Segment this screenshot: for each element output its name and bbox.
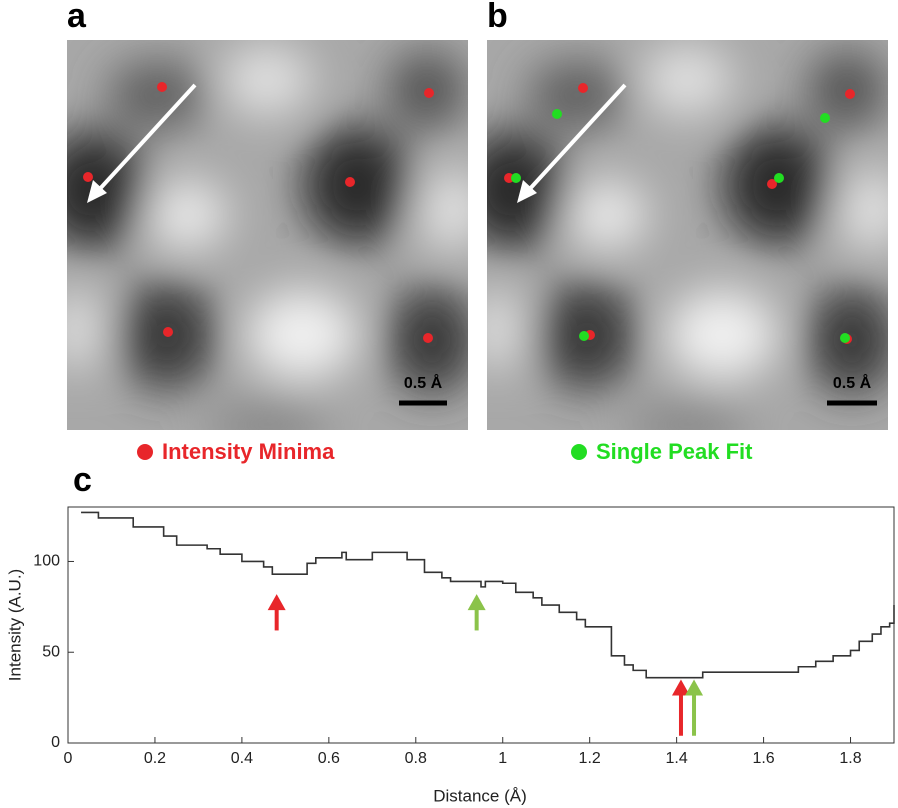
x-tick-label: 0.6	[318, 750, 340, 767]
legend-marker	[571, 444, 587, 460]
image-b: 0.5 Å	[457, 40, 898, 450]
y-tick-label: 0	[51, 734, 60, 751]
scale-bar-label: 0.5 Å	[833, 373, 872, 392]
arrow-head	[467, 594, 486, 611]
x-tick-label: 0.8	[405, 750, 427, 767]
arrow-head	[267, 594, 286, 611]
x-tick-label: 1.8	[839, 750, 861, 767]
arrow	[467, 594, 486, 631]
y-tick-label: 50	[42, 643, 60, 660]
data-line	[81, 511, 895, 679]
image-a: 0.5 Å	[37, 40, 487, 450]
legend-label: Intensity Minima	[162, 439, 335, 464]
y-axis-label: Intensity (A.U.)	[5, 569, 24, 681]
legend-label: Single Peak Fit	[596, 439, 753, 464]
x-tick-label: 0.4	[231, 750, 253, 767]
arrow-head	[685, 679, 704, 696]
x-tick-label: 1.6	[752, 750, 774, 767]
panel-label: a	[67, 0, 87, 35]
arrow	[267, 594, 286, 631]
y-tick-label: 100	[33, 553, 60, 570]
arrow	[685, 679, 704, 736]
panel-label: b	[487, 0, 508, 35]
panel-label: c	[73, 461, 92, 499]
x-axis-label: Distance (Å)	[433, 786, 527, 805]
x-tick-label: 1.4	[666, 750, 688, 767]
arrow-head	[671, 679, 690, 696]
x-tick-label: 1.2	[579, 750, 601, 767]
legend-marker	[137, 444, 153, 460]
x-tick-label: 0	[64, 750, 73, 767]
plot-frame	[67, 506, 895, 744]
arrow	[671, 679, 690, 736]
x-tick-label: 0.2	[144, 750, 166, 767]
scale-bar-label: 0.5 Å	[404, 373, 443, 392]
x-tick-label: 1	[498, 750, 507, 767]
